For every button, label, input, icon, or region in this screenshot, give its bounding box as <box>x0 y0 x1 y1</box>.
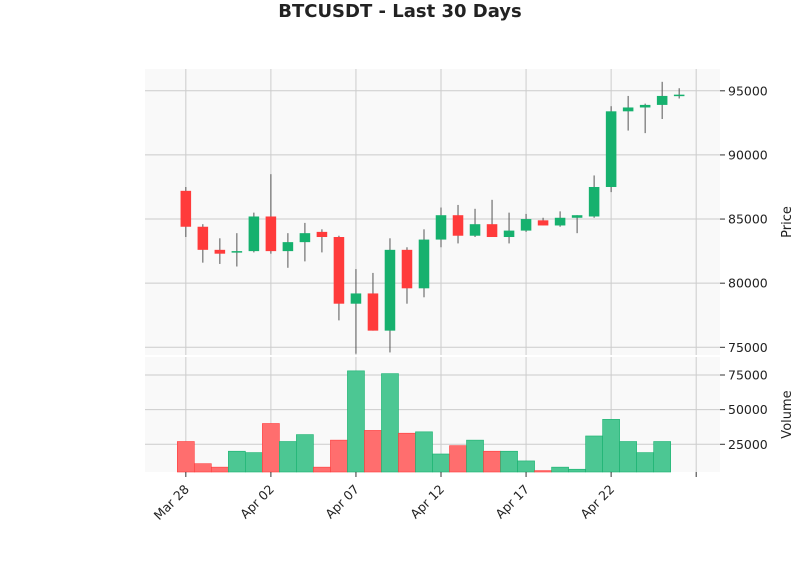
volume-bar <box>636 452 654 473</box>
candle-body <box>401 249 413 289</box>
volume-bar <box>228 450 246 473</box>
x-tick-label: Apr 22 <box>577 482 617 522</box>
candle-body <box>231 251 243 253</box>
volume-bar <box>517 460 535 473</box>
price-tick-label: 85000 <box>728 212 768 227</box>
volume-axis: 25000 50000 75000 <box>720 368 768 452</box>
price-panel-background <box>145 69 720 355</box>
candle-body <box>197 226 209 250</box>
volume-bar <box>262 423 280 473</box>
candle-body <box>656 95 668 105</box>
candle-body <box>605 111 617 187</box>
price-tick-label: 80000 <box>728 276 768 291</box>
candle-body <box>554 217 566 226</box>
candle-body <box>265 216 277 252</box>
volume-bar <box>585 435 603 473</box>
candle-body <box>316 231 328 238</box>
volume-tick-label: 50000 <box>728 402 768 417</box>
x-tick-label: Mar 28 <box>151 481 192 522</box>
volume-bar <box>296 434 314 473</box>
volume-bar <box>534 470 552 473</box>
volume-bar <box>449 445 467 473</box>
candle-body <box>622 107 634 112</box>
volume-bar <box>653 441 671 473</box>
volume-bar <box>347 370 365 473</box>
volume-gridlines <box>145 357 720 472</box>
candle-body <box>469 224 481 236</box>
candle-body <box>673 94 685 97</box>
candle-body <box>180 190 192 227</box>
candle-body <box>639 104 651 108</box>
x-axis: Mar 28 Apr 02 Apr 07 Apr 12 Apr 17 Apr 22 <box>151 472 697 523</box>
volume-bar <box>381 373 399 473</box>
x-tick-label: Apr 02 <box>237 482 277 522</box>
volume-bar <box>364 430 382 473</box>
candle-body <box>248 216 260 252</box>
volume-panel: 25000 50000 75000 Volume <box>145 357 795 473</box>
x-tick-label: Apr 07 <box>322 482 362 522</box>
candle-body <box>503 230 515 238</box>
volume-bar <box>313 466 331 473</box>
candle-body <box>537 220 549 226</box>
price-tick-label: 75000 <box>728 340 768 355</box>
volume-bar <box>466 439 484 473</box>
candle-body <box>333 237 345 304</box>
volume-tick-label: 75000 <box>728 368 768 383</box>
volume-bar <box>568 468 586 473</box>
candle-body <box>452 215 464 236</box>
price-tick-label: 95000 <box>728 83 768 98</box>
volume-bar <box>500 450 518 473</box>
volume-bar <box>432 453 450 473</box>
x-tick-label: Apr 17 <box>492 482 532 522</box>
volume-axis-label: Volume <box>780 390 795 438</box>
candle-body <box>367 293 379 331</box>
candle-body <box>588 186 600 217</box>
volume-bars <box>177 370 671 473</box>
candle-body <box>299 233 311 243</box>
volume-bar <box>483 450 501 473</box>
volume-bar <box>245 452 263 473</box>
price-tick-label: 90000 <box>728 147 768 162</box>
volume-bar <box>177 441 195 473</box>
candle-body <box>350 293 362 304</box>
volume-bar <box>398 432 416 473</box>
candle-body <box>282 242 294 252</box>
candle-body <box>214 249 226 254</box>
price-candles <box>180 81 685 354</box>
volume-bar <box>330 439 348 473</box>
candle-body <box>435 215 447 240</box>
candle-body <box>384 249 396 331</box>
volume-bar <box>194 463 212 473</box>
candle-body <box>486 224 498 238</box>
chart-title: BTCUSDT - Last 30 Days <box>278 1 522 22</box>
price-axis: 75000 80000 85000 90000 95000 <box>720 83 768 355</box>
volume-bar <box>619 441 637 473</box>
volume-bar <box>279 441 297 473</box>
volume-tick-label: 25000 <box>728 437 768 452</box>
candle-body <box>520 219 532 231</box>
candle-body <box>418 239 430 289</box>
volume-bar <box>602 419 620 473</box>
price-panel: 75000 80000 85000 90000 95000 Price <box>145 69 795 355</box>
x-tick-label: Apr 12 <box>407 482 447 522</box>
volume-bar <box>211 466 229 473</box>
price-axis-label: Price <box>780 206 795 238</box>
candle-body <box>571 215 583 218</box>
volume-bar <box>415 431 433 473</box>
volume-bar <box>551 466 569 473</box>
